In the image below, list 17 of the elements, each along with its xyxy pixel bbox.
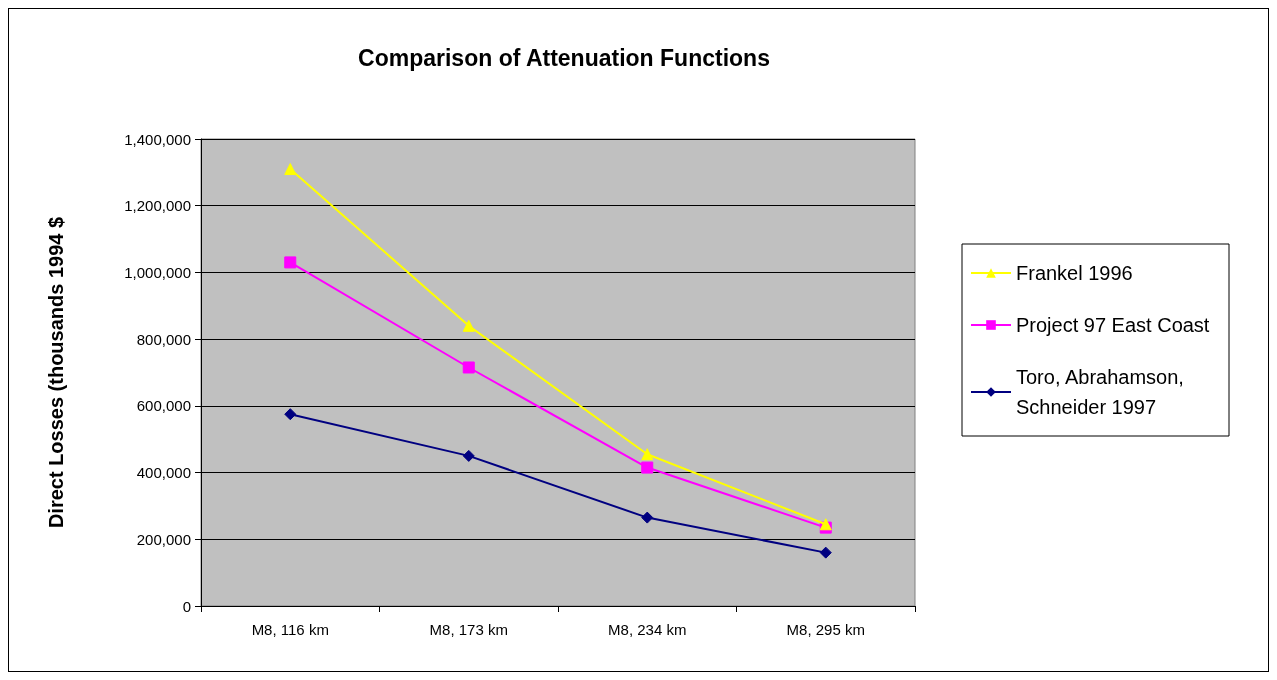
- y-tick-label: 1,400,000: [124, 130, 191, 148]
- y-tick-label: 1,000,000: [124, 263, 191, 281]
- x-tick-label: M8, 234 km: [608, 621, 687, 638]
- y-tick-label: 200,000: [136, 530, 191, 548]
- y-tick-label: 400,000: [136, 464, 191, 482]
- y-tick-label: 0: [182, 597, 191, 615]
- legend-label: Frankel 1996: [1016, 262, 1133, 284]
- chart-title: Comparison of Attenuation Functions: [358, 44, 770, 71]
- x-tick-label: M8, 116 km: [251, 621, 329, 638]
- y-tick-label: 1,200,000: [124, 197, 191, 215]
- y-tick-label: 600,000: [136, 397, 191, 415]
- legend-label: Toro, Abrahamson, Schneider 1997: [1016, 366, 1190, 418]
- y-axis-title: Direct Losses (thousands 1994 $: [45, 216, 67, 529]
- x-tick-label: M8, 295 km: [786, 621, 865, 638]
- legend-label: Project 97 East Coast: [1016, 314, 1210, 336]
- y-tick-label: 800,000: [136, 330, 191, 348]
- x-tick-label: M8, 173 km: [429, 621, 508, 638]
